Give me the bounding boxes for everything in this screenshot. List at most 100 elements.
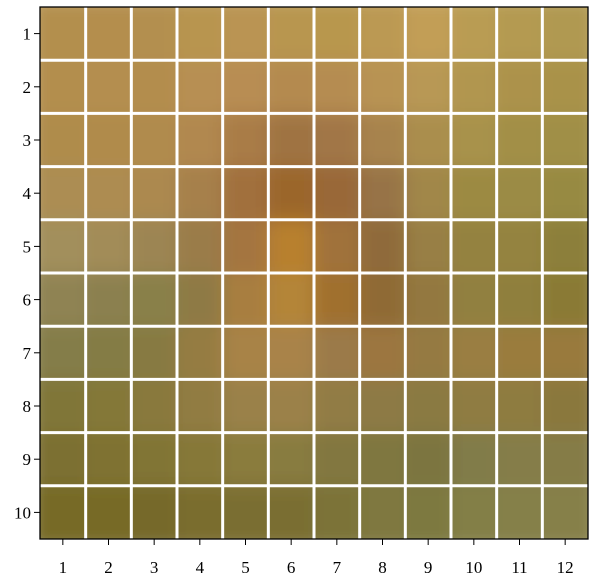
grid-cell <box>177 326 224 381</box>
grid-cell <box>40 60 87 115</box>
row-label: 9 <box>23 450 32 469</box>
grid-cell <box>85 379 133 434</box>
grid-cell <box>451 485 498 539</box>
grid-cell <box>131 273 178 327</box>
grid-cell <box>451 166 498 221</box>
grid-cell <box>359 485 407 539</box>
grid-cell <box>40 432 87 487</box>
grid-cell <box>542 113 588 168</box>
col-label: 12 <box>557 558 574 577</box>
grid-cell <box>359 113 407 168</box>
grid-cell <box>405 432 452 487</box>
col-label: 11 <box>511 558 527 577</box>
row-label: 3 <box>23 131 32 150</box>
grid-cell <box>268 166 315 221</box>
col-label: 2 <box>104 558 113 577</box>
col-label: 5 <box>241 558 250 577</box>
grid-cell <box>405 7 452 61</box>
grid-cell <box>131 166 178 221</box>
grid-cell <box>40 326 87 381</box>
grid-cell <box>222 432 270 487</box>
grid-cell <box>177 7 224 61</box>
grid-cell <box>314 326 361 381</box>
grid-cell <box>542 379 588 434</box>
grid-cell <box>314 379 361 434</box>
grid-cell <box>359 326 407 381</box>
grid-cell <box>85 60 133 115</box>
grid-cell <box>359 273 407 327</box>
grid-cell <box>85 432 133 487</box>
col-label: 10 <box>465 558 482 577</box>
grid-cell <box>314 60 361 115</box>
grid-cell <box>40 7 87 61</box>
grid-cell <box>222 166 270 221</box>
grid-cell <box>177 273 224 327</box>
grid-cell <box>405 273 452 327</box>
grid-cell <box>131 432 178 487</box>
grid-cell <box>177 432 224 487</box>
grid-cell <box>496 379 544 434</box>
grid-cell <box>359 7 407 61</box>
grid-cell <box>542 326 588 381</box>
grid-cell <box>222 379 270 434</box>
grid-cell <box>85 7 133 61</box>
col-label: 7 <box>333 558 342 577</box>
grid-cell <box>451 379 498 434</box>
grid-cell <box>177 485 224 539</box>
grid-cell <box>222 7 270 61</box>
grid-cell <box>405 166 452 221</box>
grid-cell <box>451 113 498 168</box>
col-label: 3 <box>150 558 159 577</box>
plot-frame <box>39 6 589 540</box>
grid-cell <box>451 60 498 115</box>
grid-cell <box>496 113 544 168</box>
grid-cell <box>268 432 315 487</box>
grid-cell <box>268 113 315 168</box>
grid-cell <box>496 326 544 381</box>
grid-cell <box>85 485 133 539</box>
grid-cell <box>40 485 87 539</box>
grid-cell <box>85 219 133 274</box>
col-label-axis: 1 2 3 4 5 6 7 8 9 10 11 12 <box>59 539 574 577</box>
grid-cell <box>542 166 588 221</box>
row-label: 1 <box>23 25 32 44</box>
grid-cell <box>496 273 544 327</box>
grid-cell <box>314 485 361 539</box>
grid-cell <box>359 60 407 115</box>
grid-cell <box>451 7 498 61</box>
row-label: 8 <box>23 397 32 416</box>
cell-layer <box>40 7 588 539</box>
grid-cell <box>40 219 87 274</box>
grid-cell <box>359 166 407 221</box>
grid-cell <box>268 326 315 381</box>
grid-cell <box>542 432 588 487</box>
grid-cell <box>40 379 87 434</box>
grid-lines <box>40 7 588 539</box>
col-label: 4 <box>196 558 205 577</box>
grid-cell <box>131 485 178 539</box>
grid-cell <box>131 7 178 61</box>
grid-cell <box>268 485 315 539</box>
grid-cell <box>496 60 544 115</box>
grid-cell <box>177 219 224 274</box>
grid-cell <box>405 113 452 168</box>
grid-cell <box>222 113 270 168</box>
grid-cell <box>222 326 270 381</box>
grid-cell <box>405 326 452 381</box>
grid-cell <box>496 432 544 487</box>
grid-cell <box>314 7 361 61</box>
grid-cell <box>268 7 315 61</box>
grid-cell <box>542 219 588 274</box>
grid-cell <box>359 219 407 274</box>
grid-cell <box>314 219 361 274</box>
grid-cell <box>85 326 133 381</box>
row-label: 5 <box>23 237 32 256</box>
grid-cell <box>405 219 452 274</box>
grid-cell <box>405 485 452 539</box>
grid-cell <box>451 219 498 274</box>
grid-cell <box>177 166 224 221</box>
grid-cell <box>40 166 87 221</box>
grid-cell <box>131 60 178 115</box>
grid-cell <box>405 379 452 434</box>
